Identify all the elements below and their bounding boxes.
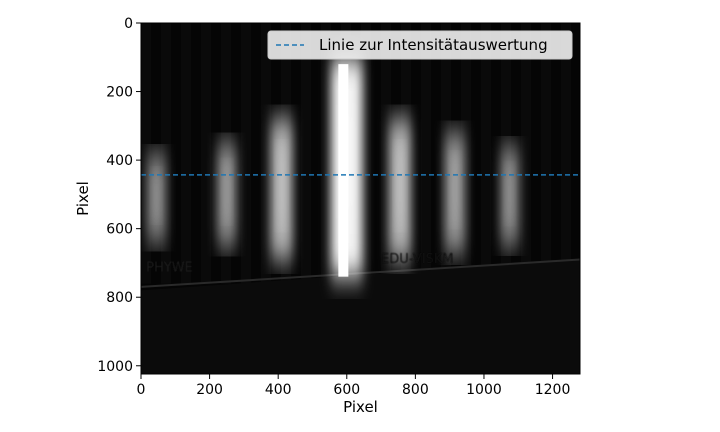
image-band [241, 23, 251, 284]
image-band [321, 23, 331, 284]
image-overlay-text: EDU-VISKM [381, 252, 453, 267]
x-tick-label: 600 [333, 382, 360, 398]
image-band [421, 23, 431, 284]
y-tick-label: 400 [106, 153, 133, 169]
y-axis-label: Pixel [74, 181, 92, 216]
fringe-core [223, 163, 231, 221]
y-tick-label: 200 [106, 85, 133, 101]
legend: Linie zur Intensitätauswertung [267, 30, 573, 60]
axes-frame [140, 22, 581, 375]
fringe-core [153, 171, 160, 221]
y-tick-label: 800 [106, 290, 133, 306]
x-tick-label: 400 [265, 382, 292, 398]
image-band [541, 23, 551, 284]
image-band [201, 23, 211, 284]
fringe-core [506, 166, 514, 221]
image-lower-region [141, 259, 580, 374]
camera-image: PHYWE EDU-VISKM [141, 23, 580, 374]
fringe-core [277, 147, 286, 225]
image-band [481, 23, 491, 284]
fringe-core [451, 156, 459, 223]
image-band [561, 23, 571, 284]
x-tick-label: 200 [196, 382, 223, 398]
image-overlay-text: PHYWE [146, 261, 193, 276]
x-tick-label: 1000 [466, 382, 502, 398]
x-tick-label: 0 [137, 382, 146, 398]
image-band [181, 23, 191, 284]
y-axis-ticks: 0 200 400 600 800 1000 [97, 16, 141, 375]
image-band [261, 23, 271, 284]
y-tick-label: 600 [106, 222, 133, 238]
image-band [521, 23, 531, 284]
y-tick-label: 0 [124, 16, 133, 32]
image-band [301, 23, 311, 284]
x-tick-label: 1200 [535, 382, 571, 398]
y-tick-label: 1000 [97, 359, 133, 375]
x-axis-label: Pixel [343, 398, 378, 416]
legend-box [267, 30, 573, 60]
central-maximum [338, 64, 349, 277]
x-axis-ticks: 0 200 400 600 800 1000 1200 [137, 374, 571, 398]
legend-entry-label: Linie zur Intensitätauswertung [319, 36, 548, 54]
fringe-core [396, 147, 404, 225]
x-tick-label: 800 [402, 382, 429, 398]
